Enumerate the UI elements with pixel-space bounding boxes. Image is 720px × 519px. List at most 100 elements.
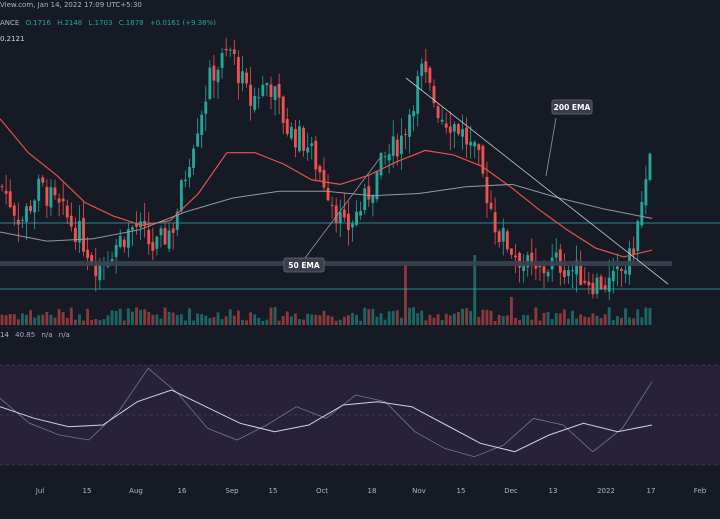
candle-body [33,200,37,213]
volume-bar [628,317,632,325]
price-label: 0.2121 [0,35,25,43]
volume-bar [550,319,554,325]
volume-bar [298,318,301,325]
volume-bar [69,307,73,325]
volume-bar [241,319,244,325]
volume-bar [636,309,640,325]
candle-body [607,277,611,292]
candle-body [135,223,138,227]
rsi-value: 40.85 [15,331,36,339]
volume-bar [151,314,155,325]
volume-bar [611,320,615,325]
volume-bar [114,310,118,325]
candle-body [408,114,411,137]
volume-bar [391,311,395,325]
volume-bar [485,309,489,325]
volume-bar [575,318,579,325]
candle-body [114,244,118,257]
x-tick-label: Oct [316,487,328,495]
candle-body [310,143,314,146]
candle-body [236,57,240,83]
candle-body [261,84,265,96]
volume-bar [163,307,167,325]
volume-bar [518,320,521,325]
x-tick-label: 2022 [597,487,615,495]
volume-bar [334,320,338,325]
candle-body [204,101,208,114]
candle-body [285,118,289,134]
volume-bar [526,315,530,325]
candle-body [375,170,379,200]
volume-bar [501,316,505,325]
candle-body [94,262,98,277]
candle-body [73,227,77,242]
candle-body [420,63,424,76]
volume-bar [607,307,611,325]
volume-bar [131,311,134,325]
volume-bar [615,316,619,325]
volume-bar [171,312,175,325]
volume-bar [45,311,49,325]
candle-body [416,76,420,114]
volume-bar [412,307,416,325]
volume-bar [355,314,358,325]
candle-body [620,268,623,272]
volume-bar [648,308,652,325]
volume-bar [294,313,297,325]
candle-body [489,202,493,209]
volume-bar [98,320,102,325]
ema200-line [0,183,653,242]
candle-body [383,156,387,158]
candle-body [98,263,102,281]
candle-body [216,69,220,83]
candle-body [579,264,583,285]
candle-body [387,154,391,161]
candle-body [554,252,558,258]
volume-bar [20,313,24,325]
candle-body [29,205,32,212]
volume-bar [139,309,143,325]
ema50-line [0,118,653,258]
volume-bar [220,319,224,325]
volume-bar [277,320,281,325]
candle-body [534,264,538,269]
volume-bar [522,314,526,325]
open-value: O.1716 [25,19,51,27]
candle-body [412,111,416,117]
volume-bar [489,310,493,325]
volume-bar [595,315,599,325]
candle-body [12,205,16,216]
candle-body [147,229,151,245]
volume-bar [53,317,57,325]
volume-bar [147,311,151,325]
candle-body [41,177,45,183]
rsi-prefix: 14 [0,331,9,339]
x-tick-label: Jul [35,487,45,495]
volume-bar [126,308,130,325]
volume-bar [371,308,375,325]
candle-body [444,123,448,128]
candle-body [232,49,236,54]
volume-bar [342,316,346,325]
volume-bar [314,314,318,325]
volume-bar [420,310,424,325]
volume-bar [0,314,4,325]
volume-bar [603,314,607,325]
trend-line [405,77,669,285]
candle-body [298,126,301,152]
candle-body [4,190,8,194]
candle-body [648,153,652,180]
candle-body [465,127,469,145]
candle-body [289,126,293,139]
volume-bar [8,314,12,325]
candle-body [346,213,350,230]
candle-body [432,85,436,104]
volume-bar [224,316,228,325]
candle-body [461,129,464,137]
volume-bar [65,317,69,325]
volume-bar [367,309,371,325]
candle-body [505,231,509,250]
x-tick-label: Dec [504,487,518,495]
ohlc-readout: ANCE O.1716 H.2148 L.1703 C.1878 +0.0161… [0,19,220,27]
volume-bar [363,307,367,325]
